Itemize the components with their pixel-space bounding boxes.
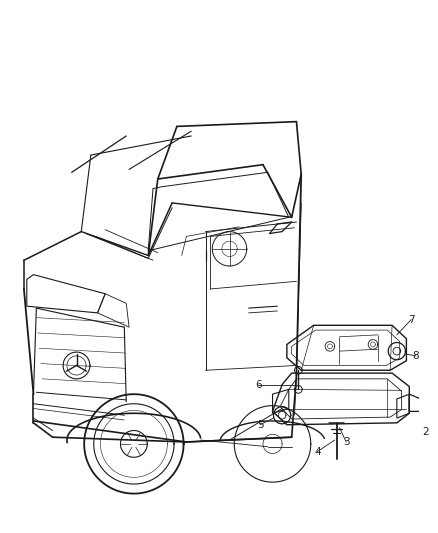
Text: 4: 4 (314, 447, 321, 457)
Text: 8: 8 (413, 351, 419, 361)
Text: 5: 5 (257, 420, 263, 430)
Text: 2: 2 (422, 427, 429, 438)
Text: 7: 7 (408, 314, 414, 325)
Text: 6: 6 (255, 379, 261, 390)
Text: 1: 1 (437, 401, 438, 410)
Text: 3: 3 (343, 437, 350, 447)
